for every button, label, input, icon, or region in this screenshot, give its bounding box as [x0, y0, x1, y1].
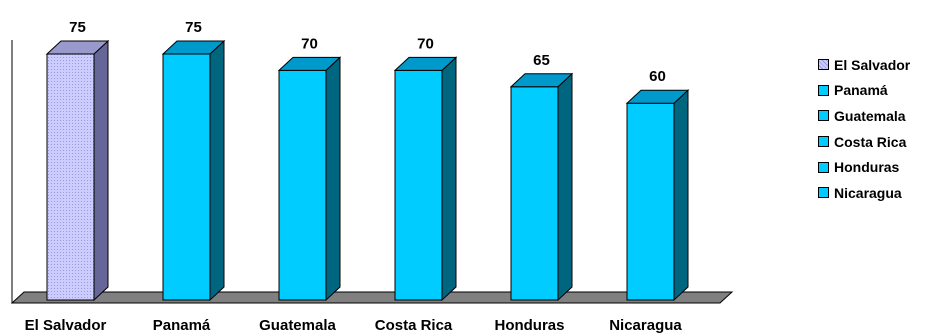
legend-swatch: [818, 110, 829, 122]
bar-side-honduras: [557, 72, 573, 302]
x-tick-label-el-salvador: El Salvador: [25, 317, 107, 334]
legend-swatch: [818, 84, 829, 96]
bar-top-el-salvador: [45, 40, 110, 55]
bar-top-honduras: [509, 73, 574, 88]
category-labels-layer: El Salvador Panamá Guatemala Costa Rica Hond…: [25, 317, 683, 334]
bar-costa-rica: [393, 56, 458, 302]
bar-guatemala: [277, 56, 342, 302]
legend-item-honduras: Honduras: [818, 154, 910, 180]
legend-swatch: [818, 59, 829, 71]
legend-swatch: [818, 136, 829, 148]
bar-side-guatemala: [325, 56, 341, 302]
bar-top-panama: [161, 40, 226, 55]
bar-side-panama: [209, 39, 225, 302]
data-label-el-salvador: 75: [69, 19, 86, 36]
data-label-costa-rica: 70: [417, 35, 434, 52]
bar-top-costa-rica: [393, 56, 458, 71]
bar-front-el-salvador: [46, 53, 95, 301]
bar-side-el-salvador: [93, 39, 109, 302]
legend-swatch: [818, 187, 829, 199]
bar-front-panama: [162, 53, 211, 301]
data-label-nicaragua: 60: [649, 68, 666, 85]
legend-item-guatemala: Guatemala: [818, 103, 910, 129]
chart-floor: [10, 291, 734, 304]
x-tick-label-honduras: Honduras: [494, 317, 564, 334]
bar-panama: [161, 39, 226, 302]
legend-item-el-salvador: El Salvador: [818, 52, 910, 78]
value-labels-layer: 75 75 70 70 65 60: [69, 19, 666, 85]
bar-el-salvador: [45, 39, 110, 302]
bar-honduras: [509, 72, 574, 302]
legend-label: Nicaragua: [834, 184, 902, 201]
x-tick-label-panama: Panamá: [153, 317, 211, 334]
x-tick-label-costa-rica: Costa Rica: [375, 317, 453, 334]
legend-label: Panamá: [834, 82, 888, 99]
bars-layer: [45, 39, 690, 302]
legend-label: El Salvador: [834, 56, 911, 73]
x-tick-label-guatemala: Guatemala: [259, 317, 336, 334]
bar-front-nicaragua: [626, 102, 675, 301]
bar-top-guatemala: [277, 56, 342, 71]
legend-swatch: [818, 161, 829, 173]
legend-label: Guatemala: [834, 107, 906, 124]
x-tick-label-nicaragua: Nicaragua: [609, 317, 682, 334]
legend-item-costa-rica: Costa Rica: [818, 129, 910, 155]
bar-side-nicaragua: [673, 89, 689, 302]
legend-label: Costa Rica: [834, 133, 907, 150]
bar-nicaragua: [625, 89, 690, 302]
legend-label: Honduras: [834, 159, 900, 176]
legend-item-nicaragua: Nicaragua: [818, 180, 910, 206]
bar-top-nicaragua: [625, 89, 690, 104]
bar-front-guatemala: [278, 69, 327, 301]
data-label-panama: 75: [185, 19, 202, 36]
bar-front-costa-rica: [394, 69, 443, 301]
legend-item-panama: Panamá: [818, 78, 910, 104]
bar-side-costa-rica: [441, 56, 457, 302]
chart-legend: El Salvador Panamá Guatemala Costa Rica Hond…: [818, 52, 910, 206]
bar-front-honduras: [510, 86, 559, 301]
data-label-guatemala: 70: [301, 35, 318, 52]
data-label-honduras: 65: [533, 52, 550, 69]
